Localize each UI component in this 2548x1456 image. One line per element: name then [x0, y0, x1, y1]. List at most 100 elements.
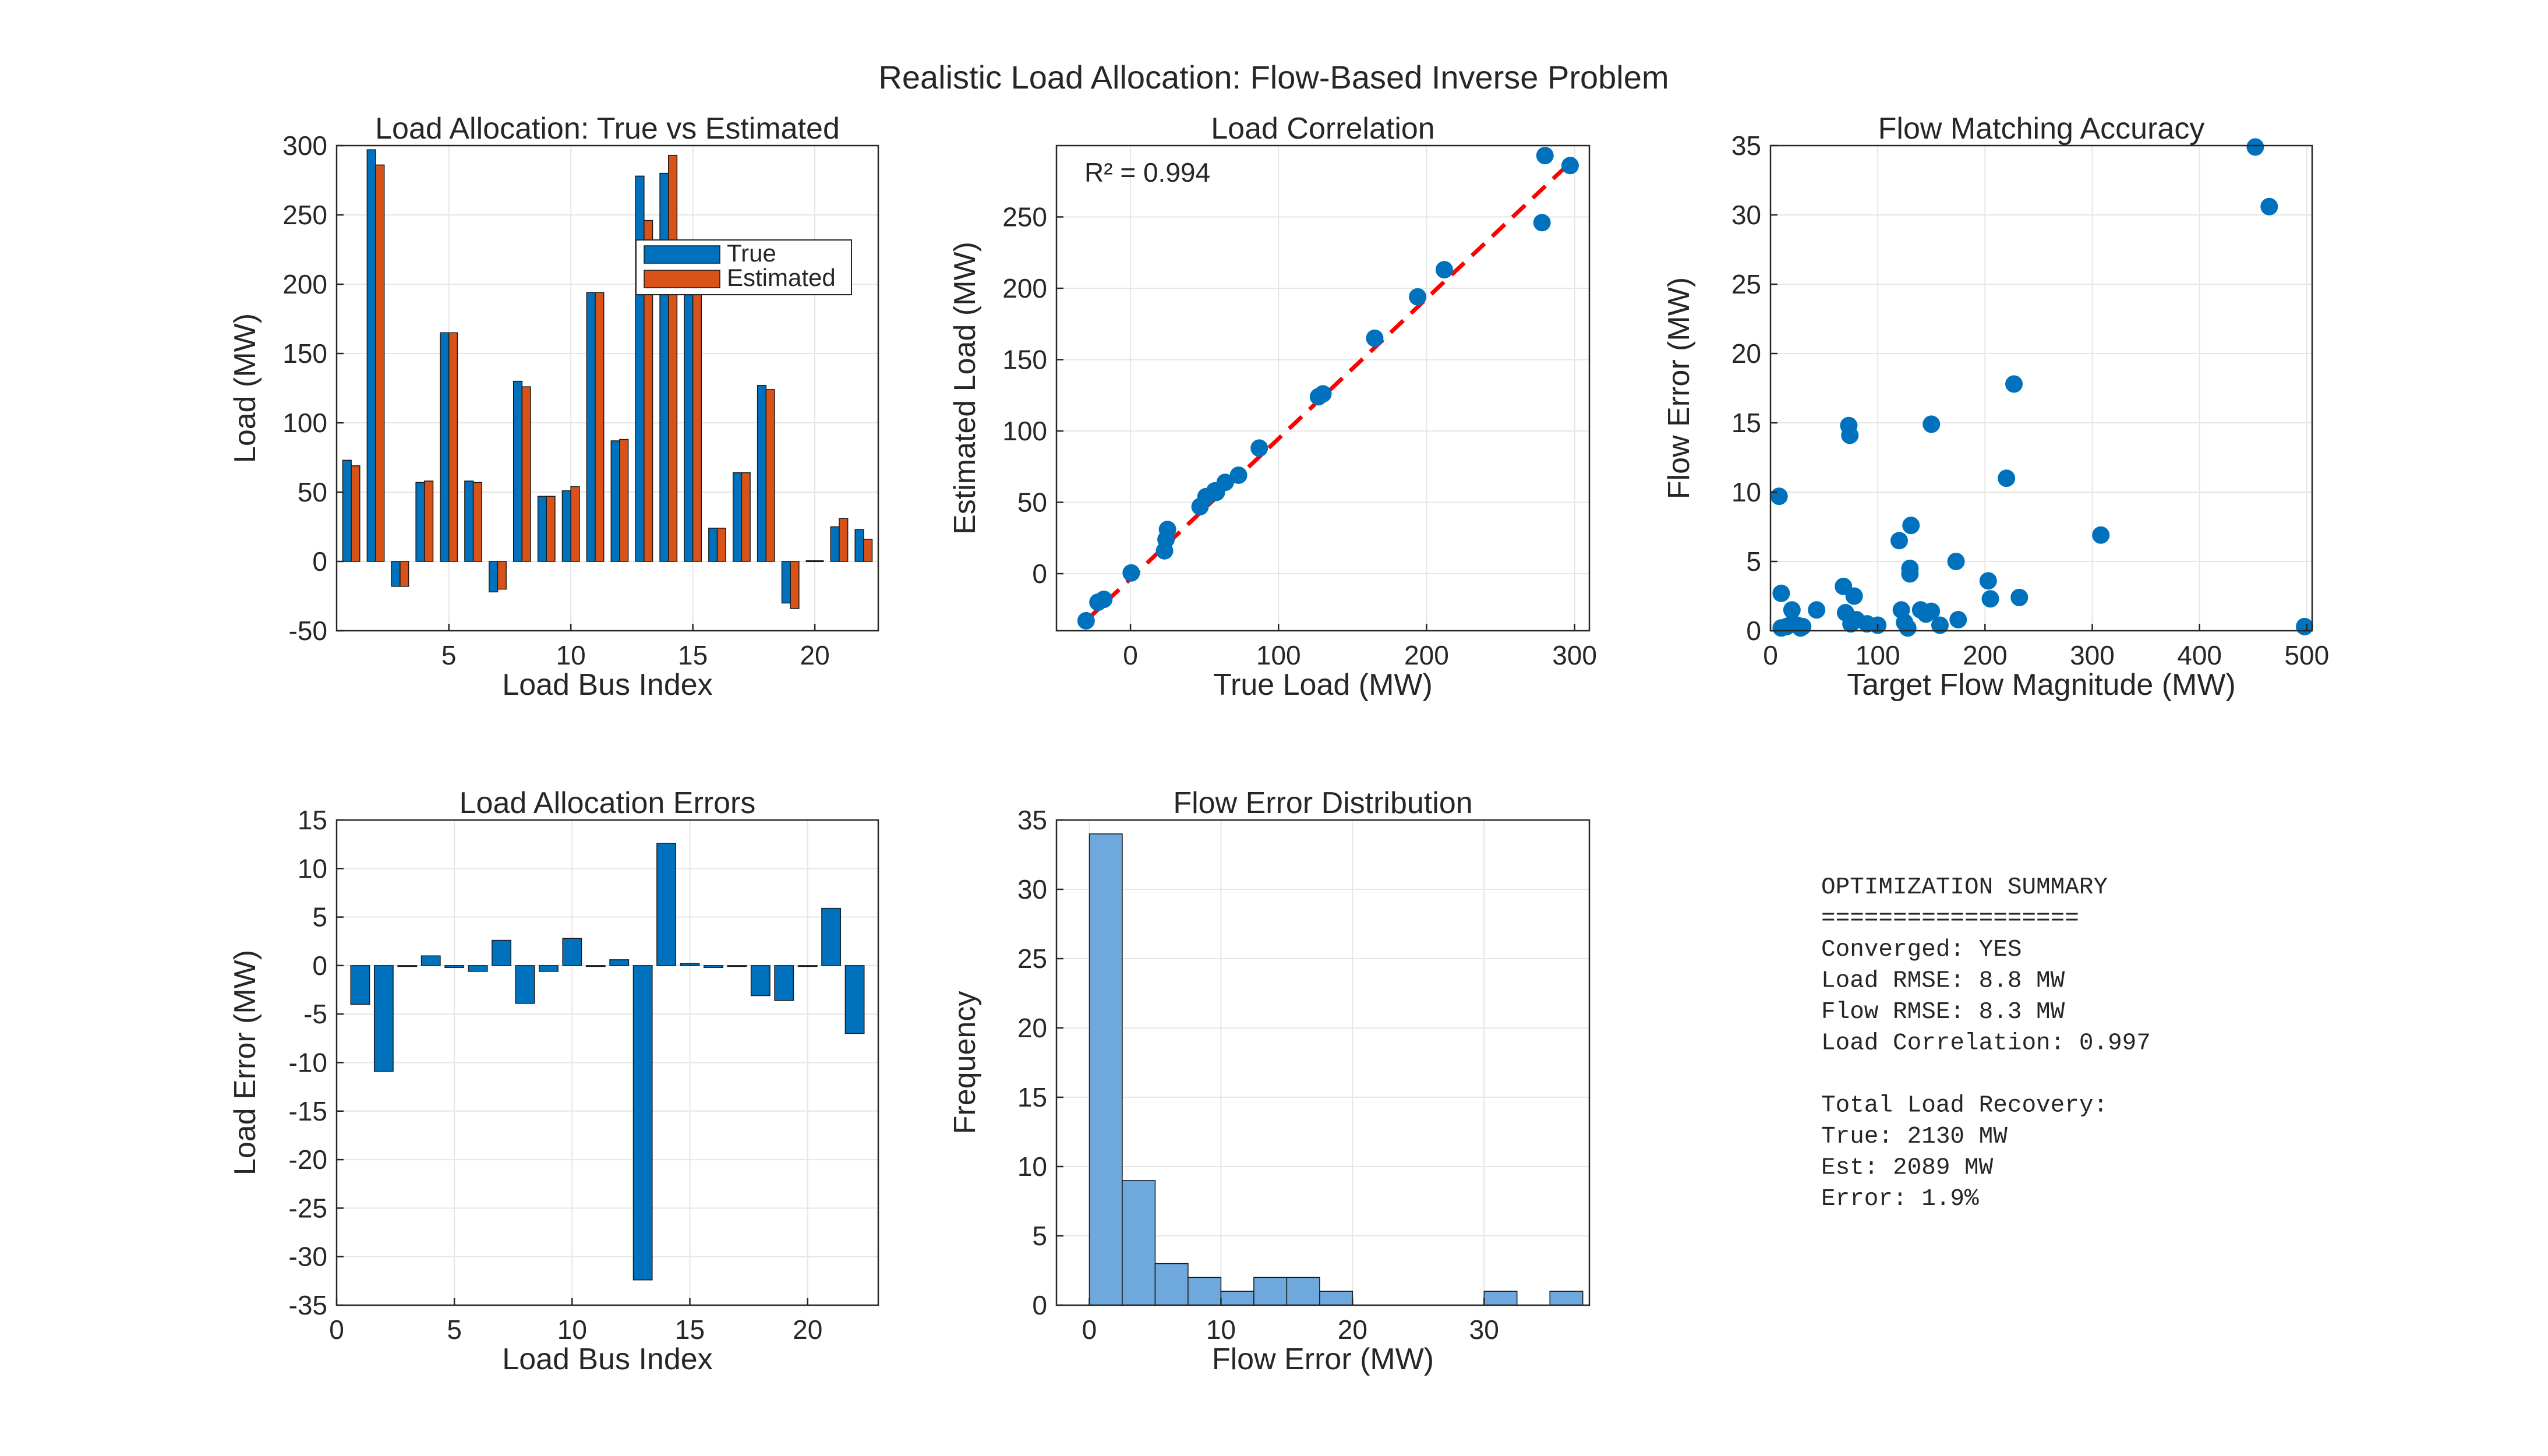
y-tick-label: 25: [1017, 943, 1047, 974]
estimated-bar: [351, 465, 361, 562]
x-tick-label: 500: [2284, 640, 2329, 670]
error-bar: [844, 965, 865, 1034]
estimated-bar: [765, 389, 775, 562]
axes-frame: [335, 144, 879, 632]
true-bar: [561, 490, 571, 562]
data-marks: [1089, 833, 1584, 1306]
error-bar: [397, 965, 418, 967]
scatter-point: [1979, 572, 1997, 590]
load-errors-chart: 0 5 10 15 20 -35 -30 -25 -20 -15 -10 -5 0 5 10 15 Load A…: [228, 786, 879, 1376]
true-bar: [342, 460, 352, 562]
y-tick-label: 100: [1002, 416, 1047, 446]
y-tick-label: 20: [1731, 338, 1761, 369]
scatter-point: [1216, 473, 1234, 492]
legend-swatch-true: [644, 245, 720, 264]
y-tick-label: 200: [282, 269, 327, 299]
error-bar: [468, 965, 488, 972]
y-tick-label: 15: [1017, 1082, 1047, 1112]
scatter-point: [1409, 288, 1427, 306]
summary-line: Flow RMSE: 8.3 MW: [1821, 999, 2065, 1026]
ticks: [337, 144, 816, 632]
error-bar: [727, 965, 747, 967]
error-bar: [585, 965, 606, 967]
y-axis-label: Frequency: [948, 991, 982, 1135]
scatter-point: [1998, 469, 2016, 487]
y-tick-label: 250: [1002, 202, 1047, 232]
true-bar: [854, 529, 864, 562]
scatter-point: [1077, 612, 1095, 630]
true-bar: [415, 482, 425, 562]
scatter-point: [1923, 415, 1941, 433]
estimated-bar: [497, 561, 507, 590]
scatter-point: [1947, 553, 1965, 570]
histogram-bar: [1154, 1263, 1189, 1306]
x-tick-label: 5: [447, 1314, 462, 1345]
estimated-bar: [716, 528, 726, 562]
summary-line: Error: 1.9%: [1821, 1186, 1979, 1213]
y-tick-label: 5: [312, 902, 327, 932]
y-tick-label: 30: [1017, 874, 1047, 904]
true-bar: [610, 440, 620, 562]
ticks: [1056, 819, 1485, 1306]
scatter-point: [1808, 601, 1826, 619]
x-tick-label: 400: [2177, 640, 2222, 670]
scatter-point: [1366, 329, 1384, 347]
y-axis-label: Load (MW): [228, 313, 262, 463]
y-tick-label: 25: [1731, 269, 1761, 299]
scatter-point: [1314, 385, 1332, 403]
scatter-point: [1841, 426, 1859, 444]
estimated-bar: [667, 154, 678, 562]
estimated-bar: [863, 539, 873, 562]
true-bar: [366, 149, 376, 562]
x-tick-label: 0: [1763, 640, 1778, 670]
y-tick-label: 250: [282, 200, 327, 230]
y-axis-label: Load Error (MW): [228, 950, 262, 1175]
error-bar: [420, 955, 441, 966]
y-tick-label: 100: [282, 408, 327, 438]
true-bar: [391, 561, 401, 587]
x-tick-label: 100: [1856, 640, 1900, 670]
scatter-point: [1250, 439, 1268, 457]
y-tick-label: -50: [289, 616, 327, 646]
scatter-point: [2296, 617, 2314, 635]
error-bar: [562, 938, 582, 966]
ticks: [1769, 144, 2308, 632]
true-bar: [781, 561, 791, 604]
true-bar: [440, 332, 450, 562]
scatter-point: [1890, 532, 1908, 550]
error-bar: [680, 963, 700, 966]
x-tick-label: 10: [557, 1314, 587, 1345]
estimated-bar: [472, 482, 483, 562]
true-bar: [708, 528, 718, 562]
error-bar: [774, 965, 794, 1001]
y-tick-label: -30: [289, 1242, 327, 1272]
y-tick-label: 35: [1731, 130, 1761, 161]
summary-line: OPTIMIZATION SUMMARY: [1821, 874, 2108, 901]
x-tick-label: 300: [2070, 640, 2115, 670]
x-tick-label: 0: [1082, 1314, 1097, 1345]
x-axis-label: Flow Error (MW): [1212, 1342, 1434, 1376]
summary-line: Load Correlation: 0.997: [1821, 1030, 2151, 1057]
estimated-bar: [619, 439, 629, 562]
scatter-point: [1770, 487, 1788, 506]
x-tick-label: 20: [793, 1314, 822, 1345]
x-axis-label: Load Bus Index: [502, 1342, 712, 1376]
true-bar: [757, 384, 767, 562]
summary-line: ==================: [1821, 906, 2079, 932]
scatter-point: [2246, 138, 2264, 156]
estimated-bar: [448, 332, 458, 562]
x-tick-label: 10: [1206, 1314, 1236, 1345]
x-tick-label: 20: [1338, 1314, 1367, 1345]
true-bar: [805, 560, 815, 563]
x-tick-label: 0: [1123, 640, 1138, 670]
y-tick-label: 5: [1746, 546, 1761, 577]
estimated-bar: [546, 496, 556, 562]
true-bar: [635, 175, 645, 562]
estimated-bar: [790, 561, 800, 609]
r-squared-annotation: R² = 0.994: [1084, 157, 1210, 188]
x-tick-label: 15: [675, 1314, 705, 1345]
y-axis-label: Flow Error (MW): [1662, 277, 1696, 499]
error-bar: [632, 965, 653, 1281]
